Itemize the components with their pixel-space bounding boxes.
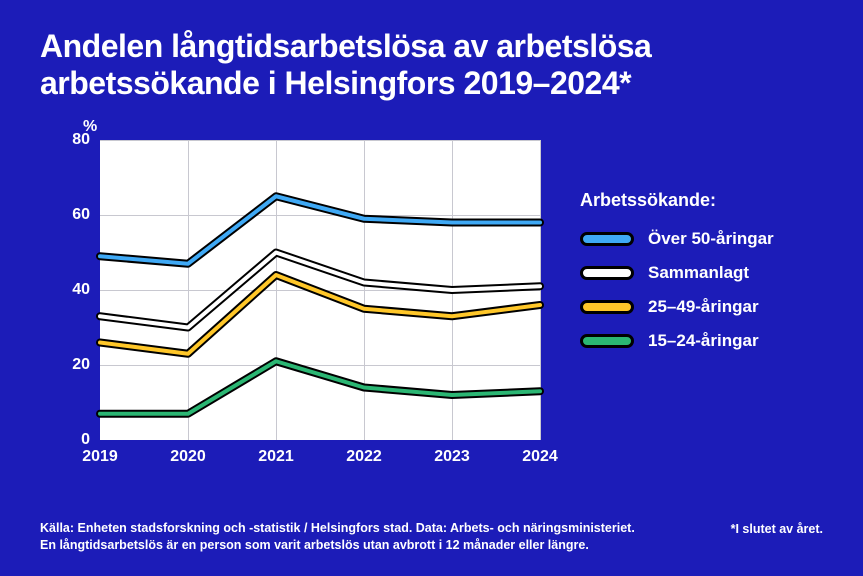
x-tick-label: 2024 [515, 448, 565, 466]
legend-label: Över 50-åringar [648, 229, 774, 249]
legend-item: Över 50-åringar [580, 229, 840, 249]
chart-area: 020406080201920202021202220232024 [100, 140, 540, 470]
x-tick-label: 2020 [163, 448, 213, 466]
y-tick-label: 40 [50, 281, 90, 299]
legend-item: Sammanlagt [580, 263, 840, 283]
footnote-right: *I slutet av året. [731, 522, 823, 536]
y-tick-label: 60 [50, 206, 90, 224]
line-chart-svg [100, 140, 540, 440]
series-line [100, 196, 540, 264]
x-tick-label: 2023 [427, 448, 477, 466]
footer-line-2: En långtidsarbetslös är en person som va… [40, 537, 635, 554]
legend-item: 15–24-åringar [580, 331, 840, 351]
x-tick-label: 2019 [75, 448, 125, 466]
legend-label: 15–24-åringar [648, 331, 759, 351]
legend-title: Arbetssökande: [580, 190, 840, 211]
legend-swatch [580, 300, 634, 314]
legend-swatch [580, 266, 634, 280]
series-line [100, 361, 540, 414]
legend-label: 25–49-åringar [648, 297, 759, 317]
y-tick-label: 80 [50, 131, 90, 149]
legend-label: Sammanlagt [648, 263, 749, 283]
y-tick-label: 0 [50, 431, 90, 449]
legend-item: 25–49-åringar [580, 297, 840, 317]
series-outline [100, 361, 540, 414]
legend: Arbetssökande: Över 50-åringar Sammanlagt… [580, 190, 840, 365]
footer-line-1: Källa: Enheten stadsforskning och -stati… [40, 520, 635, 537]
x-tick-label: 2022 [339, 448, 389, 466]
chart-title: Andelen långtidsarbetslösa av arbetslösa… [40, 28, 651, 102]
title-line-2: arbetssökande i Helsingfors 2019–2024* [40, 65, 631, 101]
legend-swatch [580, 232, 634, 246]
source-footer: Källa: Enheten stadsforskning och -stati… [40, 520, 635, 554]
legend-swatch [580, 334, 634, 348]
x-tick-label: 2021 [251, 448, 301, 466]
title-line-1: Andelen långtidsarbetslösa av arbetslösa [40, 28, 651, 64]
y-tick-label: 20 [50, 356, 90, 374]
